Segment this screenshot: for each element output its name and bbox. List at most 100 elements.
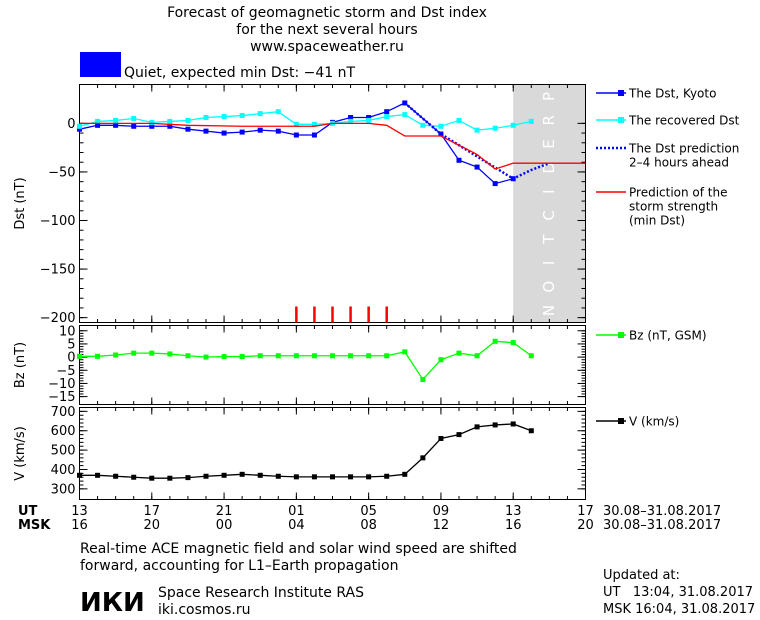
- x-tick-label-msk: 16: [71, 518, 88, 533]
- legend-marker: [618, 418, 624, 424]
- legend-marker: [618, 332, 624, 338]
- bz-data-point: [438, 357, 444, 363]
- bz-y-tick-label: −10: [48, 377, 75, 392]
- dst-data-point: [275, 109, 281, 115]
- dst-data-point: [438, 123, 444, 129]
- dst-data-point: [113, 117, 119, 123]
- dst-y-tick-label: −50: [48, 165, 75, 180]
- v-panel-frame: [79, 407, 586, 500]
- dst-data-point: [366, 115, 372, 121]
- prediction-band: [513, 84, 586, 323]
- updated-ut: UT 13:04, 31.08.2017: [603, 585, 753, 600]
- bz-data-point: [474, 353, 480, 359]
- x-tick-label-msk: 20: [577, 518, 594, 533]
- bz-data-point: [528, 353, 534, 359]
- dst-data-point: [203, 128, 209, 134]
- legend-label: (min Dst): [629, 214, 685, 228]
- dst-data-point: [510, 122, 516, 128]
- v-data-point: [456, 432, 462, 438]
- dst-data-point: [311, 132, 317, 138]
- prediction-label-letter: O: [540, 281, 558, 293]
- bz-data-point: [221, 354, 227, 360]
- v-y-tick-label: 400: [51, 463, 76, 478]
- bz-panel-frame: [79, 325, 586, 405]
- legend: The Dst, Kyoto The recovered Dst The Dst p…: [596, 87, 740, 429]
- legend-marker: [618, 90, 624, 96]
- v-data-point: [330, 474, 335, 480]
- v-data-point: [239, 471, 245, 477]
- x-tick-label-msk: 00: [216, 518, 233, 533]
- legend-marker: [618, 117, 624, 123]
- bz-data-point: [348, 353, 354, 359]
- prediction-label-letter: R: [540, 115, 558, 125]
- dst-data-point: [239, 129, 245, 135]
- v-series-line: [79, 423, 532, 479]
- dst-data-point: [167, 118, 173, 124]
- dst-y-tick-label: 0: [67, 117, 75, 132]
- v-data-point: [366, 474, 372, 480]
- v-data-point: [293, 474, 299, 480]
- legend-label: Bz (nT, GSM): [629, 329, 707, 343]
- bz-data-point: [95, 353, 101, 359]
- dst-data-point: [311, 121, 317, 127]
- chart-title-line2: for the next several hours: [236, 22, 417, 38]
- dst-data-point: [293, 121, 299, 127]
- x-tick-label-ut: 05: [360, 504, 377, 519]
- v-data-point: [510, 421, 516, 427]
- v-data-point: [77, 472, 82, 478]
- x-tick-label-msk: 16: [505, 518, 522, 533]
- dst-data-point: [239, 113, 245, 119]
- dst-data-point: [113, 122, 119, 128]
- date-range-ut: 30.08–31.08.2017: [603, 504, 721, 519]
- bz-data-point: [510, 340, 516, 346]
- x-tick-label-ut: 21: [216, 504, 233, 519]
- bz-data-point: [402, 349, 408, 355]
- dst-data-point: [131, 116, 137, 121]
- updated-msk: MSK 16:04, 31.08.2017: [603, 602, 755, 617]
- v-y-tick-label: 600: [51, 424, 76, 439]
- v-data-point: [95, 472, 101, 478]
- prediction-label-letter: E: [540, 139, 558, 148]
- dst-series-line: [79, 102, 514, 185]
- bz-data-point: [257, 353, 263, 359]
- dst-data-point: [131, 123, 137, 129]
- dst-data-point: [348, 118, 354, 124]
- v-data-point: [311, 474, 317, 480]
- legend-label: V (km/s): [629, 415, 679, 429]
- dst-data-point: [402, 112, 408, 118]
- x-tick-label-ut: 01: [288, 504, 305, 519]
- dst-series-line: [79, 122, 586, 170]
- dst-data-point: [275, 128, 281, 134]
- dst-data-point: [474, 164, 480, 170]
- status-text: Quiet, expected min Dst: −41 nT: [124, 65, 356, 81]
- bz-y-tick-label: 5: [67, 337, 75, 352]
- legend-label: storm strength: [629, 200, 718, 214]
- source-url: www.spaceweather.ru: [250, 39, 404, 55]
- v-data-point: [474, 424, 480, 430]
- v-y-tick-label: 700: [51, 405, 76, 420]
- dst-data-point: [149, 119, 155, 125]
- x-tick-label-ut: 09: [433, 504, 450, 519]
- bz-data-point: [149, 350, 155, 356]
- v-data-point: [203, 473, 209, 479]
- updated-label: Updated at:: [603, 568, 680, 583]
- footer-note-line2: forward, accounting for L1–Earth propaga…: [80, 558, 399, 574]
- dst-data-point: [185, 126, 191, 132]
- bz-data-point: [492, 338, 498, 344]
- bz-data-point: [311, 353, 317, 359]
- dst-data-point: [257, 111, 263, 117]
- bz-data-point: [203, 354, 209, 360]
- prediction-label-letter: N: [540, 305, 558, 316]
- x-axis-ut-label: UT: [18, 504, 38, 519]
- x-tick-label-msk: 12: [433, 518, 450, 533]
- v-data-point: [131, 474, 137, 480]
- v-data-point: [113, 473, 119, 479]
- x-tick-label-msk: 08: [360, 518, 377, 533]
- bz-data-point: [113, 352, 119, 358]
- bz-series-line: [79, 340, 532, 381]
- chart-title-line1: Forecast of geomagnetic storm and Dst in…: [167, 5, 487, 21]
- x-tick-label-ut: 17: [144, 504, 161, 519]
- v-data-point: [275, 473, 281, 479]
